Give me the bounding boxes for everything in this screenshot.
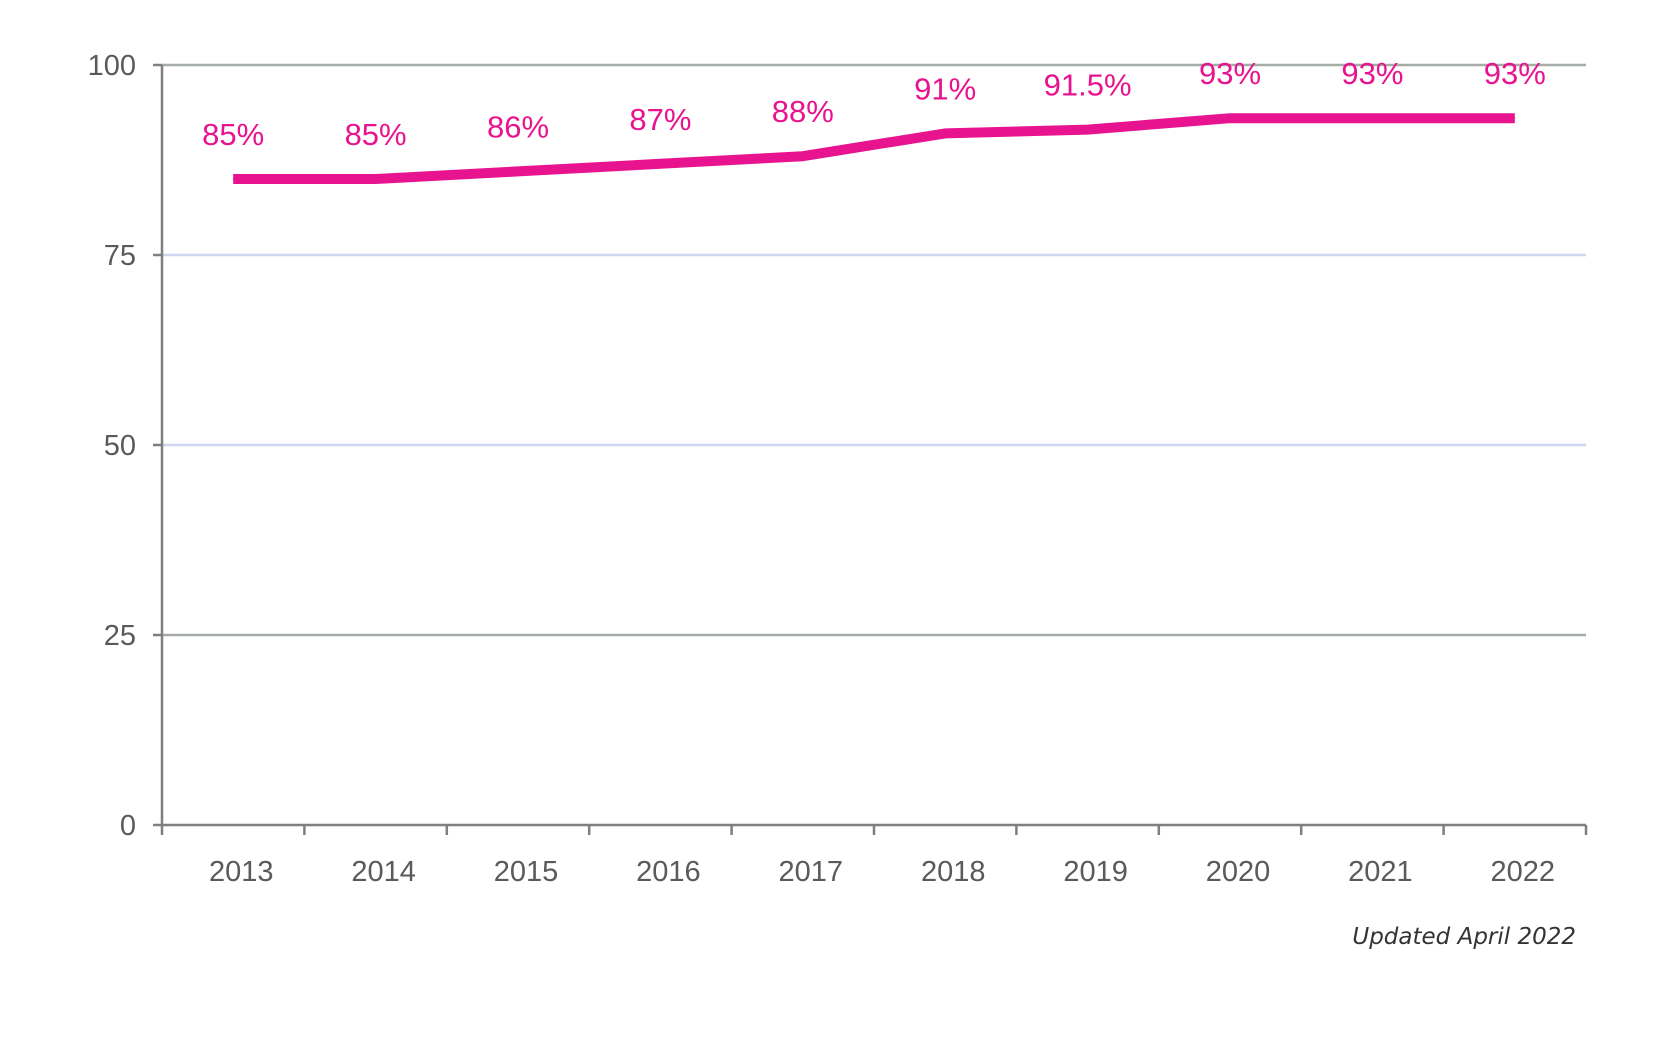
x-tick-label: 2014 bbox=[351, 856, 416, 888]
y-tick-label: 50 bbox=[104, 430, 136, 462]
data-point bbox=[1087, 129, 1088, 130]
data-point bbox=[233, 179, 234, 180]
x-tick-label: 2020 bbox=[1206, 856, 1271, 888]
data-point bbox=[1230, 118, 1231, 119]
data-label: 93% bbox=[1199, 56, 1261, 91]
data-point bbox=[802, 156, 803, 157]
data-label: 91.5% bbox=[1044, 68, 1132, 103]
x-tick-label: 2015 bbox=[494, 856, 559, 888]
data-label: 91% bbox=[914, 71, 976, 106]
updated-note: Updated April 2022 bbox=[1352, 924, 1576, 950]
data-point bbox=[1372, 118, 1373, 119]
data-labels: 85% 85% 86% 87% 88% 91% 91.5% 93% 93% 93% bbox=[202, 56, 1546, 152]
data-label: 85% bbox=[345, 117, 407, 152]
data-point bbox=[945, 133, 946, 134]
line-chart: 0 25 50 75 100 2013 2014 2015 2016 2017 2018 2019 20… bbox=[0, 0, 1676, 1044]
data-point bbox=[375, 179, 376, 180]
x-tick-label: 2021 bbox=[1348, 856, 1413, 888]
data-label: 88% bbox=[772, 94, 834, 129]
x-tick-label: 2013 bbox=[209, 856, 274, 888]
data-label: 93% bbox=[1341, 56, 1403, 91]
y-tick-label: 0 bbox=[120, 810, 136, 842]
data-label: 93% bbox=[1484, 56, 1546, 91]
series-layer bbox=[233, 118, 1516, 180]
y-tick-label: 100 bbox=[88, 50, 136, 82]
x-tick-label: 2022 bbox=[1491, 856, 1556, 888]
data-label: 87% bbox=[629, 102, 691, 137]
x-tick-label: 2018 bbox=[921, 856, 986, 888]
data-point bbox=[660, 163, 661, 164]
x-tick-label: 2016 bbox=[636, 856, 701, 888]
x-tick-label: 2017 bbox=[779, 856, 844, 888]
data-point bbox=[1514, 118, 1515, 119]
series-line bbox=[233, 118, 1515, 179]
x-tick-label: 2019 bbox=[1063, 856, 1128, 888]
data-point bbox=[518, 171, 519, 172]
y-tick-label: 25 bbox=[104, 620, 136, 652]
data-label: 86% bbox=[487, 109, 549, 144]
data-label: 85% bbox=[202, 117, 264, 152]
y-tick-label: 75 bbox=[104, 240, 136, 272]
